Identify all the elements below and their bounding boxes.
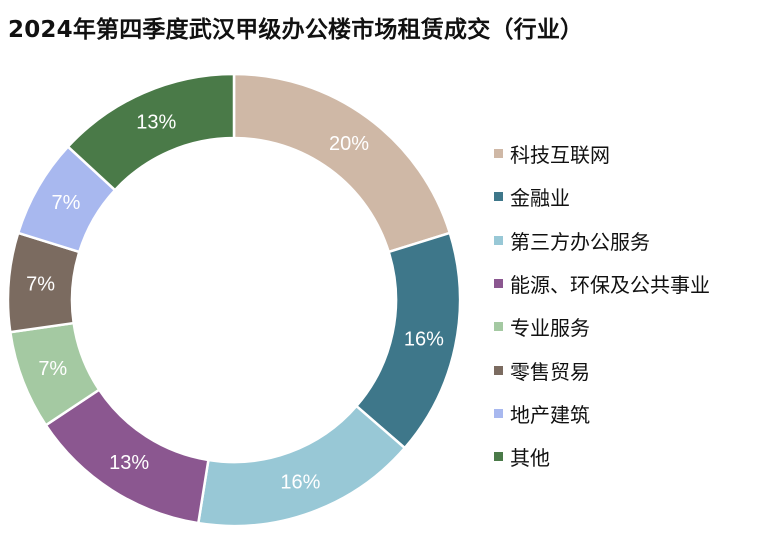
- legend-label: 专业服务: [510, 316, 590, 341]
- slice-label-7: 13%: [136, 111, 176, 133]
- legend-label: 第三方办公服务: [510, 229, 650, 254]
- legend-swatch: [494, 149, 503, 159]
- legend-swatch: [494, 192, 503, 202]
- legend-swatch: [494, 365, 503, 375]
- legend-item-7: 其他: [494, 435, 710, 478]
- slice-label-1: 16%: [404, 329, 444, 351]
- chart-legend: 科技互联网金融业第三方办公服务能源、环保及公共事业 专业服务零售贸易地产建筑其他: [494, 132, 710, 478]
- legend-label: 零售贸易: [510, 359, 590, 384]
- slice-label-2: 16%: [280, 471, 320, 493]
- legend-item-4: 专业服务: [494, 305, 710, 348]
- legend-swatch: [494, 279, 503, 289]
- donut-slice-7: [66, 72, 236, 192]
- legend-label: 科技互联网: [510, 143, 610, 168]
- donut-slice-0: [232, 72, 452, 254]
- chart-title: 2024年第四季度武汉甲级办公楼市场租赁成交（行业）: [8, 17, 584, 43]
- slice-label-4: 7%: [38, 358, 67, 380]
- legend-item-6: 地产建筑: [494, 392, 710, 435]
- legend-item-0: 科技互联网: [494, 132, 710, 175]
- legend-label: 地产建筑: [510, 402, 590, 427]
- legend-item-2: 第三方办公服务: [494, 219, 710, 262]
- donut-slice-2: [196, 404, 407, 528]
- legend-item-1: 金融业: [494, 175, 710, 218]
- legend-swatch: [494, 322, 503, 332]
- legend-swatch: [494, 408, 503, 418]
- legend-swatch: [494, 452, 503, 462]
- slice-label-0: 20%: [329, 133, 369, 155]
- legend-swatch: [494, 235, 503, 245]
- legend-item-3: 能源、环保及公共事业: [494, 262, 710, 305]
- legend-label: 金融业: [510, 186, 570, 211]
- slice-label-3: 13%: [109, 452, 149, 474]
- slice-label-5: 7%: [26, 274, 55, 296]
- legend-label: 能源、环保及公共事业: [510, 273, 710, 298]
- legend-item-5: 零售贸易: [494, 348, 710, 391]
- slice-label-6: 7%: [52, 192, 81, 214]
- legend-label: 其他: [510, 446, 550, 471]
